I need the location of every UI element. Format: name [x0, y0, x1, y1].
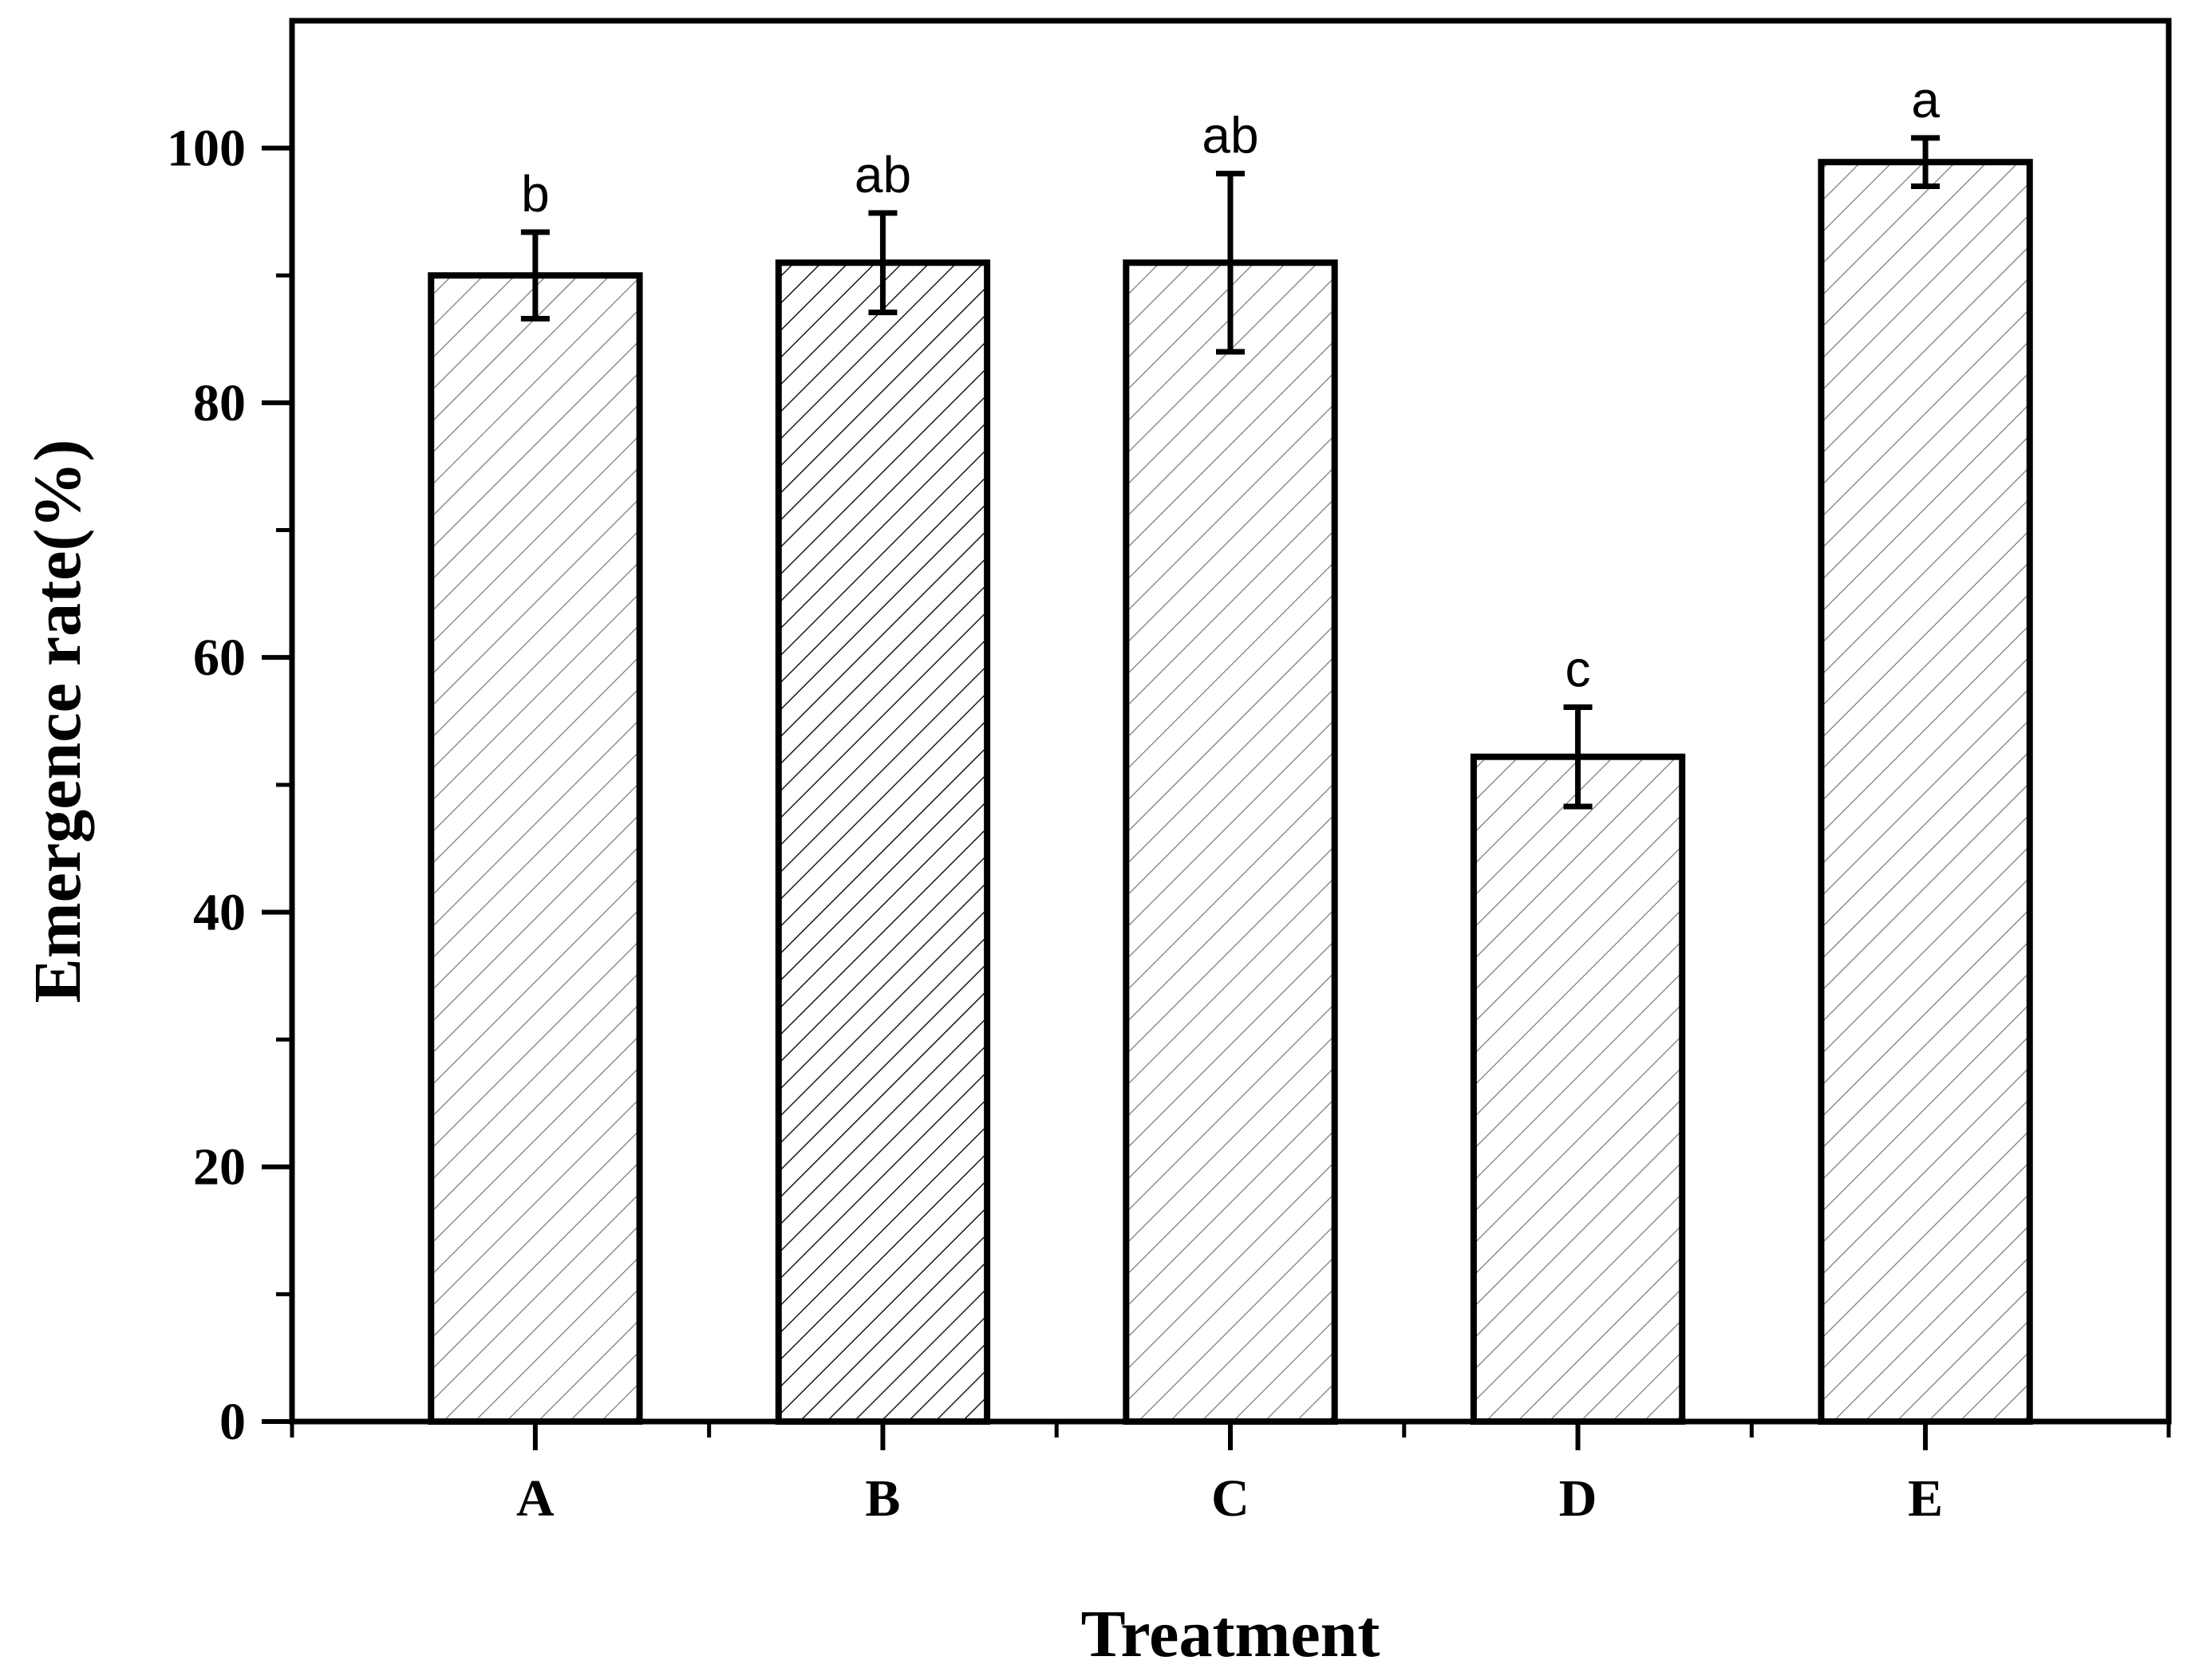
x-axis-title: Treatment	[1081, 1597, 1380, 1671]
x-axis: A B C D E	[290, 1422, 2171, 1528]
error-bars-layer	[520, 135, 1940, 810]
x-tick-label-a: A	[516, 1469, 555, 1528]
bar-b	[775, 259, 991, 1425]
significance-labels-layer: b ab ab c a	[521, 71, 1940, 698]
significance-label-a: b	[521, 165, 550, 223]
significance-label-d: c	[1565, 640, 1591, 697]
y-tick-label-60: 60	[193, 629, 246, 687]
bar-e	[1818, 159, 2033, 1425]
x-tick-label-b: B	[865, 1469, 900, 1528]
y-tick-label-40: 40	[193, 883, 246, 941]
significance-label-c: ab	[1202, 107, 1258, 164]
x-tick-label-d: D	[1559, 1469, 1597, 1528]
x-tick-label-c: C	[1211, 1469, 1250, 1528]
y-tick-label-100: 100	[167, 120, 246, 178]
y-axis: 0 20 40 60 80 100	[167, 120, 292, 1451]
y-tick-label-20: 20	[193, 1138, 246, 1197]
bar-d	[1470, 753, 1686, 1425]
y-axis-title: Emergence rate(%)	[21, 440, 95, 1004]
bar-a	[428, 272, 643, 1426]
significance-label-b: ab	[855, 146, 911, 203]
y-tick-label-80: 80	[193, 374, 246, 432]
significance-label-e: a	[1911, 71, 1940, 128]
y-tick-label-0: 0	[219, 1393, 246, 1451]
bar-c	[1123, 259, 1338, 1425]
x-tick-label-e: E	[1908, 1469, 1943, 1528]
